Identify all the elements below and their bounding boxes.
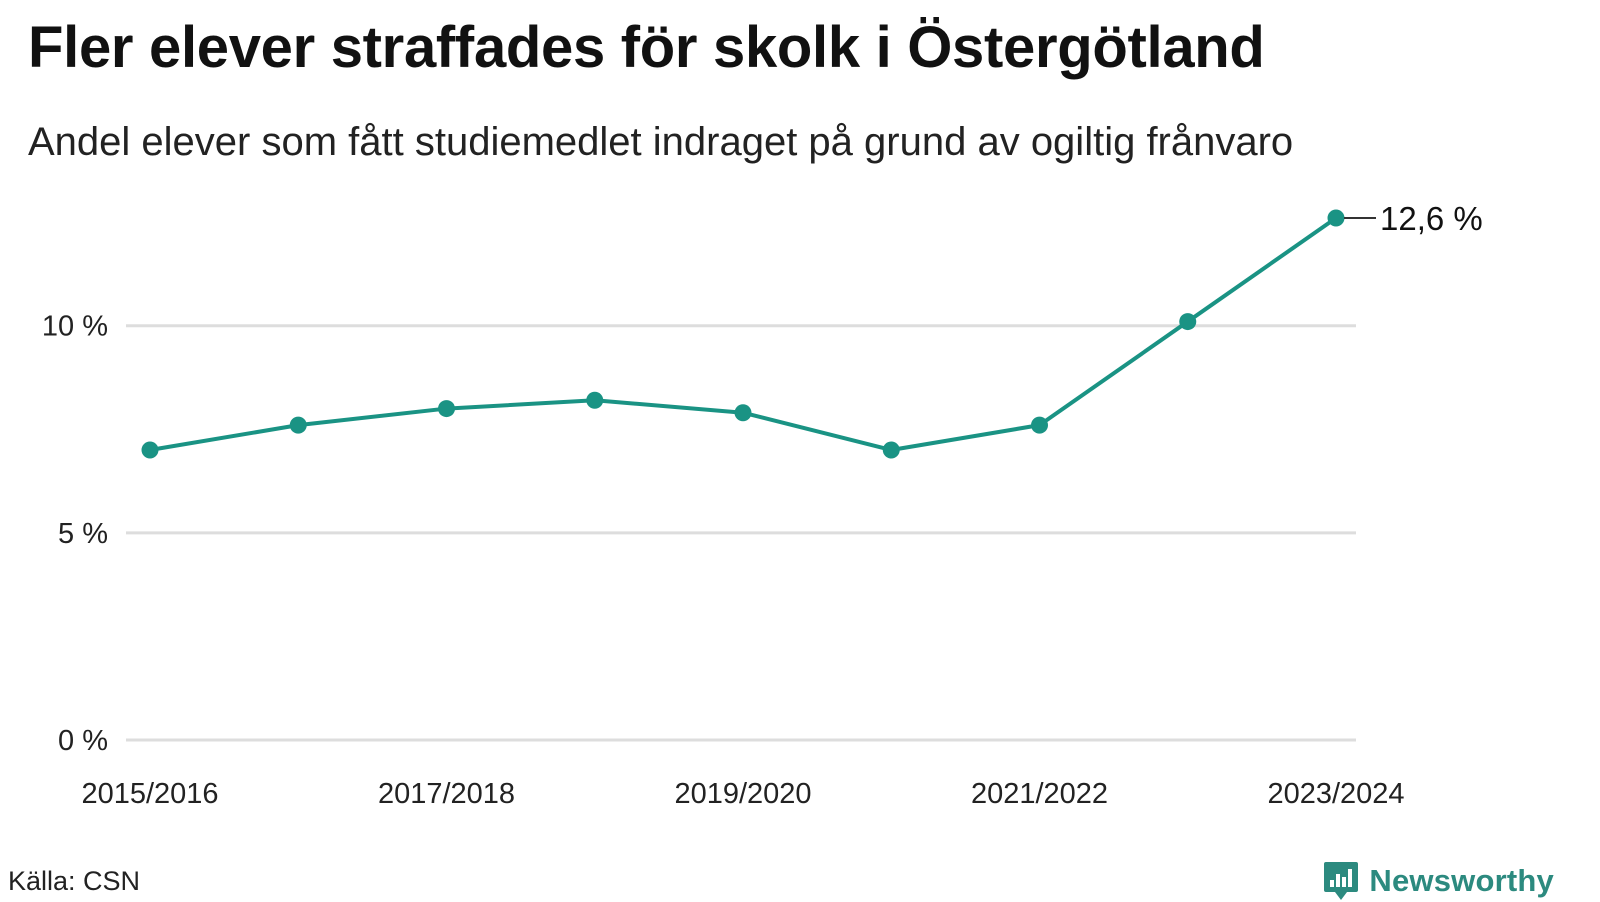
y-axis-ticks: 0 % 5 % 10 % <box>42 311 108 757</box>
y-tick-label: 10 % <box>42 311 108 343</box>
series: 12,6 % <box>141 200 1483 459</box>
data-point <box>1327 209 1345 227</box>
data-point <box>289 416 307 434</box>
y-tick-label: 5 % <box>58 518 108 550</box>
chart-title: Fler elever straffades för skolk i Öster… <box>28 15 1265 80</box>
newsworthy-logo: Newsworthy <box>1323 860 1554 902</box>
data-point <box>438 400 455 418</box>
x-tick-label: 2019/2020 <box>674 778 811 810</box>
gridlines <box>126 324 1356 742</box>
data-point <box>734 404 752 422</box>
logo-text: Newsworthy <box>1369 863 1554 898</box>
data-point <box>141 441 159 459</box>
data-point <box>882 441 900 459</box>
chart-subtitle: Andel elever som fått studiemedlet indra… <box>28 120 1294 164</box>
x-tick-label: 2017/2018 <box>378 778 515 810</box>
x-tick-label: 2021/2022 <box>971 778 1108 810</box>
data-point <box>1031 416 1048 434</box>
x-tick-label: 2023/2024 <box>1267 778 1404 810</box>
end-value-label: 12,6 % <box>1380 200 1483 237</box>
source-note: Källa: CSN <box>8 866 141 896</box>
y-tick-label: 0 % <box>58 725 108 757</box>
x-axis-ticks: 2015/2016 2017/2018 2019/2020 2021/2022 2023… <box>81 778 1404 810</box>
data-point <box>1179 313 1197 331</box>
data-point <box>586 391 604 409</box>
logo-chart-icon <box>1324 862 1359 900</box>
x-tick-label: 2015/2016 <box>81 778 218 810</box>
